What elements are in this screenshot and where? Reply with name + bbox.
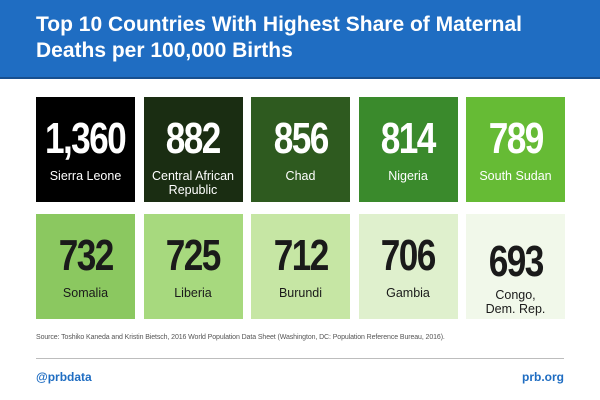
country-tile: 732 Somalia <box>36 214 135 319</box>
tile-country-label: Congo, Dem. Rep. <box>485 288 546 316</box>
tile-country-label: Liberia <box>174 286 212 300</box>
tile-country-label: Sierra Leone <box>49 169 122 183</box>
twitter-handle-link[interactable]: @prbdata <box>36 370 92 384</box>
source-note: Source: Toshiko Kaneda and Kristin Biets… <box>36 334 445 341</box>
tile-value: 1,360 <box>45 114 127 163</box>
country-tile: 693 Congo, Dem. Rep. <box>466 214 565 319</box>
tile-country-label: Burundi <box>278 286 323 300</box>
tile-value: 693 <box>488 237 545 286</box>
tile-value: 814 <box>381 114 437 163</box>
country-tile: 725 Liberia <box>143 214 243 319</box>
tile-country-label: Gambia <box>386 286 430 300</box>
tile-value: 789 <box>488 114 545 163</box>
tile-country-label: South Sudan <box>479 169 552 183</box>
tile-country-label: Nigeria <box>388 169 428 183</box>
tile-country-label: Chad <box>285 169 316 183</box>
country-tile: 712 Burundi <box>251 214 350 319</box>
tile-value: 732 <box>58 231 115 280</box>
footer-divider <box>36 358 564 359</box>
country-tile: 882 Central African Republic <box>143 97 243 202</box>
tile-value: 856 <box>273 114 330 163</box>
tile-value: 725 <box>166 231 222 280</box>
tile-value: 882 <box>166 114 222 163</box>
tile-value: 706 <box>381 231 437 280</box>
tile-country-label: Central African Republic <box>152 169 234 197</box>
chart-title: Top 10 Countries With Highest Share of M… <box>36 13 522 62</box>
country-tile: 1,360 Sierra Leone <box>36 97 135 202</box>
country-tile: 706 Gambia <box>358 214 458 319</box>
country-tile: 856 Chad <box>251 97 350 202</box>
website-link[interactable]: prb.org <box>522 370 564 384</box>
country-tile-grid: 1,360 Sierra Leone 882 Central African Repub… <box>36 97 565 325</box>
country-tile: 814 Nigeria <box>358 97 458 202</box>
tile-country-label: Somalia <box>62 286 109 300</box>
header-banner: Top 10 Countries With Highest Share of M… <box>0 0 600 79</box>
tile-value: 712 <box>273 231 330 280</box>
country-tile: 789 South Sudan <box>466 97 565 202</box>
